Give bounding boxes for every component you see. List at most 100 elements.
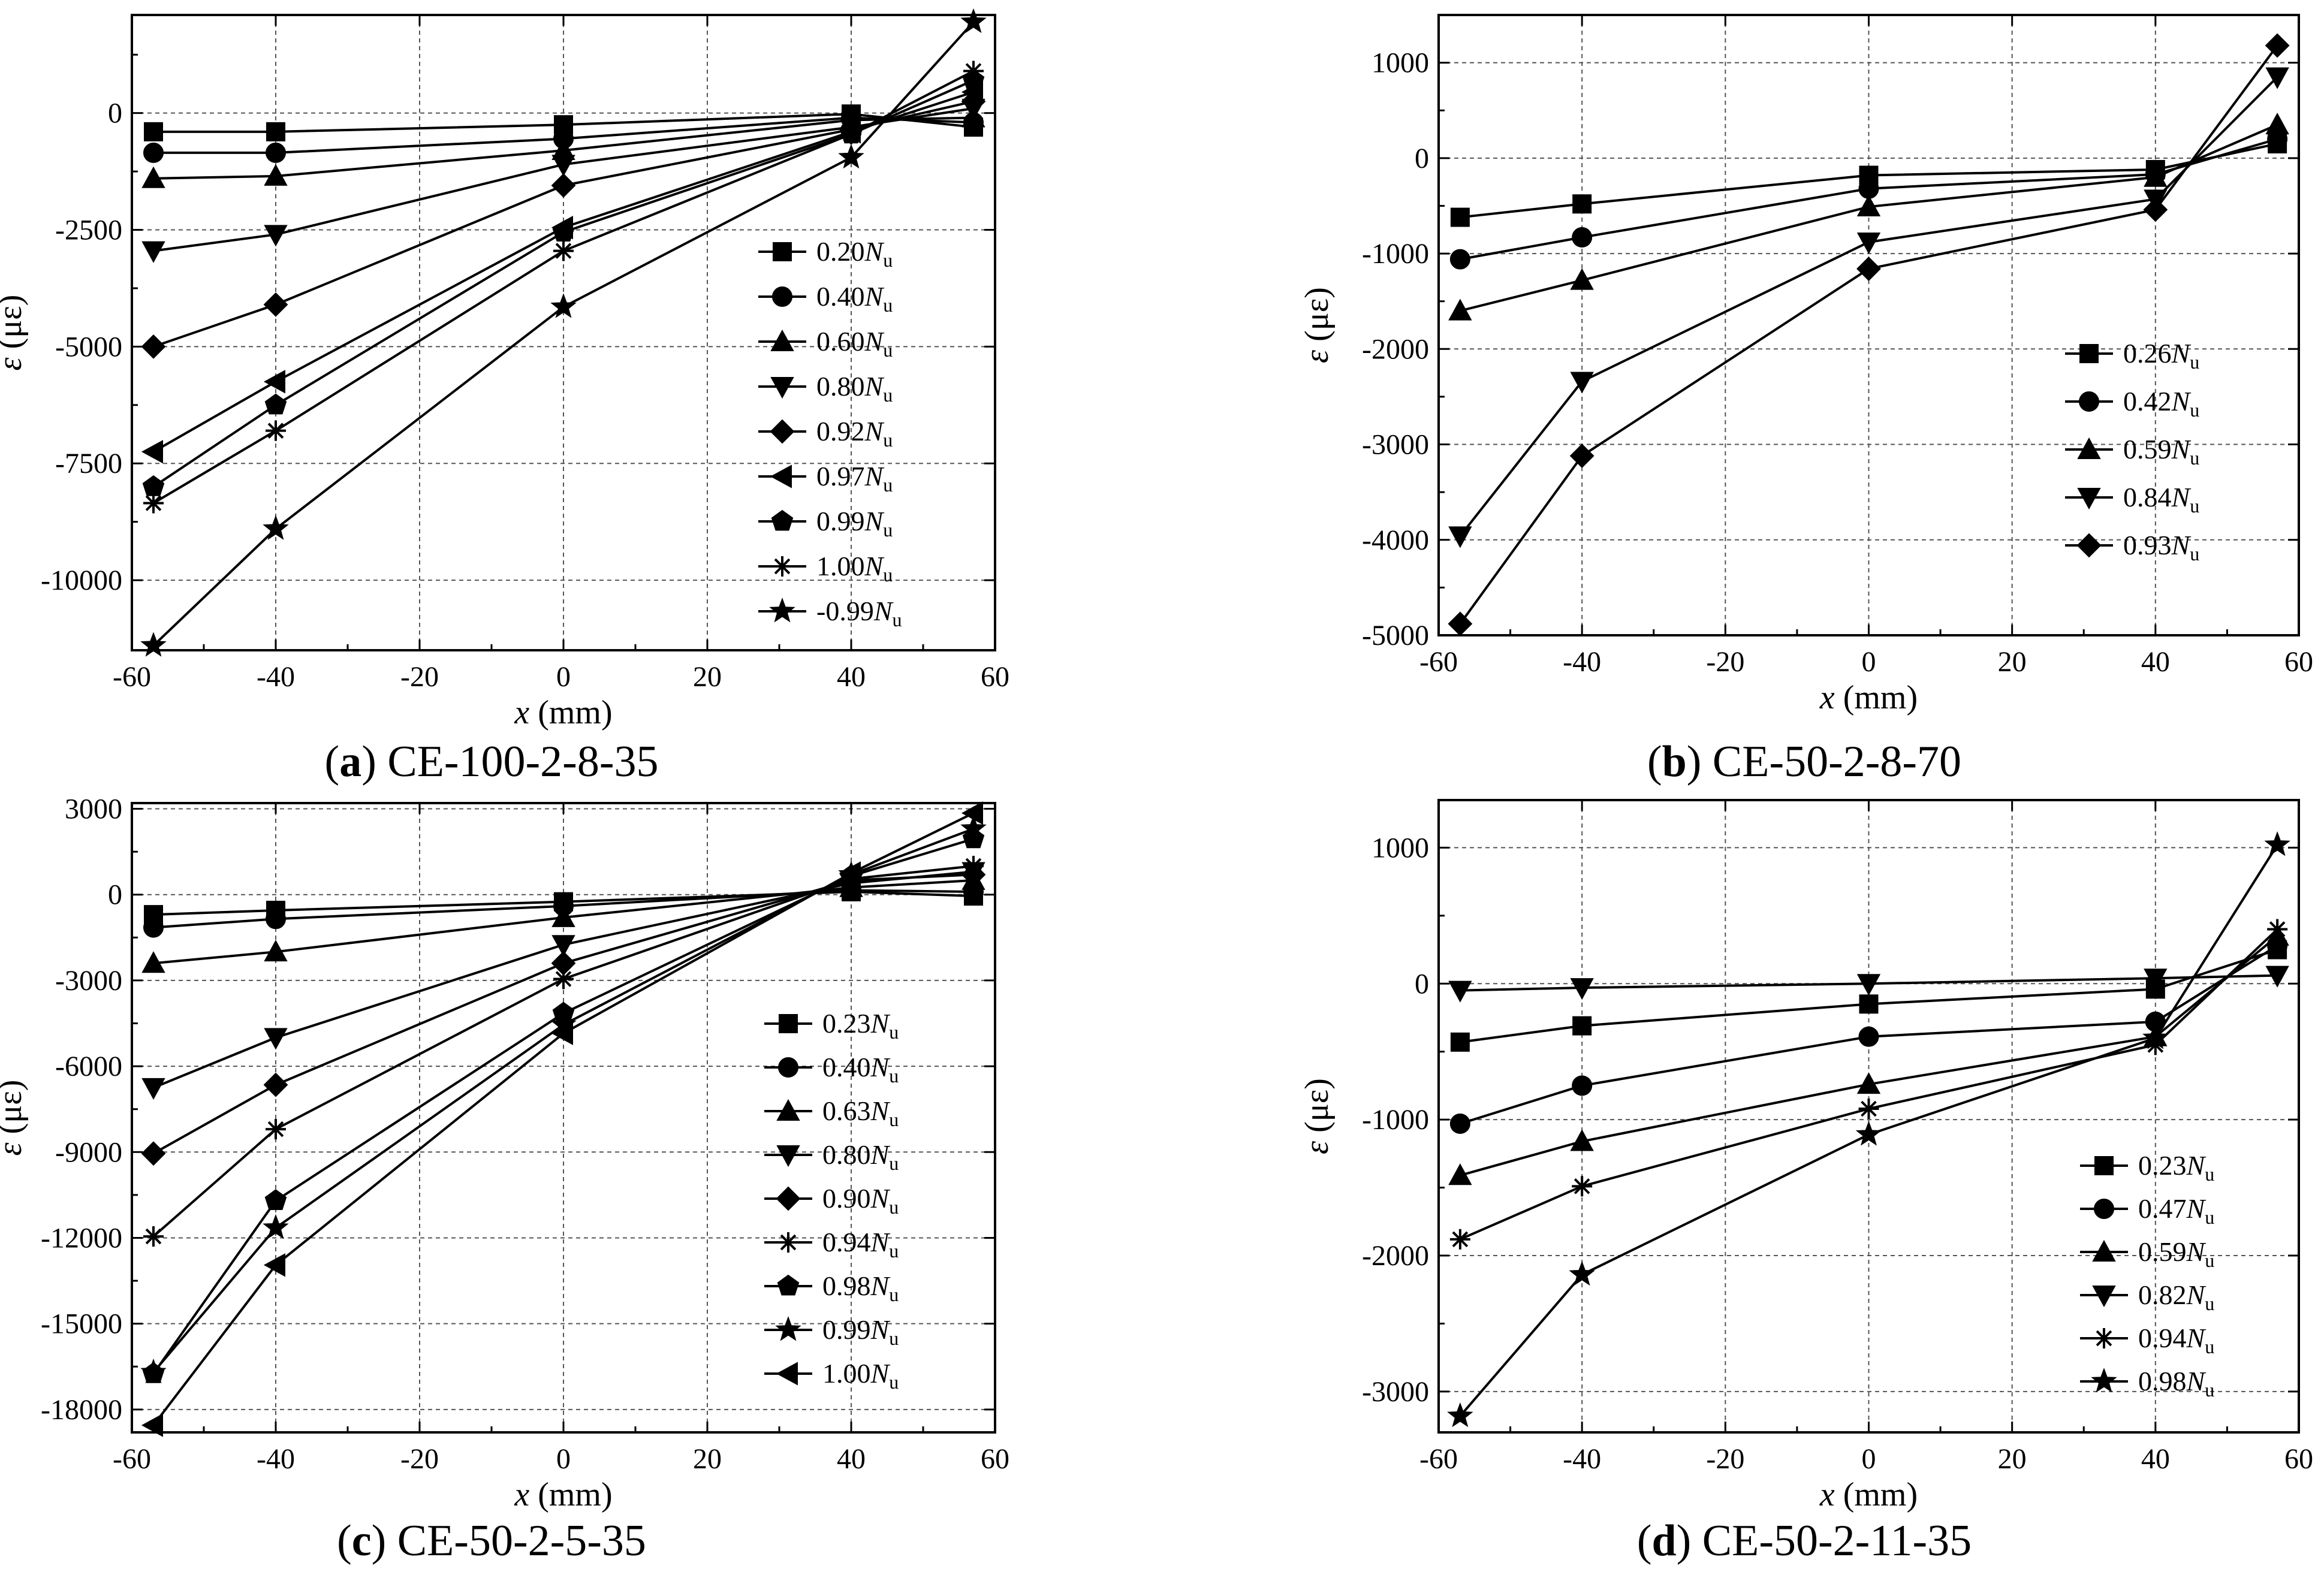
legend-item: 0.99Nu bbox=[758, 506, 893, 541]
data-point bbox=[1450, 207, 1470, 227]
legend-marker bbox=[2091, 1368, 2117, 1393]
x-tick-label: 60 bbox=[981, 661, 1009, 693]
legend-marker bbox=[2092, 1239, 2116, 1262]
x-axis-label: x (mm) bbox=[514, 1476, 612, 1513]
legend-label: -0.99Nu bbox=[816, 596, 902, 630]
y-tick-label: 1000 bbox=[1372, 832, 1429, 864]
legend-item: 0.20Nu bbox=[758, 236, 893, 271]
ticks bbox=[131, 803, 996, 1432]
data-point bbox=[1447, 1402, 1473, 1428]
legend-marker bbox=[776, 1145, 800, 1167]
data-point bbox=[1569, 1260, 1595, 1286]
data-point bbox=[141, 440, 163, 464]
y-tick-label: -4000 bbox=[1362, 524, 1429, 556]
data-point bbox=[551, 935, 575, 957]
y-tick-label: -12000 bbox=[41, 1222, 122, 1254]
legend-label: 0.26Nu bbox=[2123, 338, 2199, 373]
data-point bbox=[266, 142, 286, 163]
legend-label: 0.47Nu bbox=[2138, 1193, 2214, 1228]
legend-item: 0.40Nu bbox=[758, 281, 893, 316]
x-tick-label: -20 bbox=[1706, 646, 1744, 678]
legend-item: 0.99Nu bbox=[764, 1314, 899, 1349]
legend-item: 0.60Nu bbox=[758, 326, 893, 361]
data-point bbox=[551, 905, 575, 927]
data-point bbox=[141, 1078, 165, 1100]
legend-marker bbox=[770, 419, 795, 444]
y-tick-label: -7500 bbox=[55, 448, 122, 479]
legend-marker bbox=[2094, 1156, 2114, 1175]
data-point bbox=[141, 1141, 166, 1166]
legend-item: 0.59Nu bbox=[2065, 434, 2199, 469]
legend-label: 0.92Nu bbox=[816, 416, 893, 451]
data-point bbox=[839, 861, 861, 885]
legend-item: 0.94Nu bbox=[2080, 1323, 2214, 1357]
data-point bbox=[263, 370, 285, 394]
panel-caption: (a) CE-100-2-8-35 bbox=[325, 737, 659, 786]
x-tick-label: 20 bbox=[1998, 646, 2027, 678]
data-point bbox=[553, 240, 574, 261]
legend-marker bbox=[776, 1186, 801, 1211]
x-tick-label: -60 bbox=[113, 661, 151, 693]
x-tick-label: 60 bbox=[2284, 646, 2313, 678]
data-point bbox=[266, 122, 285, 141]
x-tick-label: -20 bbox=[1706, 1443, 1744, 1475]
legend-item: 0.94Nu bbox=[764, 1227, 899, 1262]
legend-marker bbox=[778, 1057, 798, 1078]
y-tick-label: 0 bbox=[1415, 143, 1429, 174]
y-tick-label: -15000 bbox=[41, 1308, 122, 1340]
legend-label: 0.84Nu bbox=[2123, 482, 2199, 517]
x-tick-label: -20 bbox=[400, 661, 439, 693]
series-0.94Nu bbox=[1449, 919, 2288, 1250]
y-tick-label: -3000 bbox=[1362, 429, 1429, 461]
legend-label: 0.82Nu bbox=[2138, 1280, 2214, 1314]
data-point bbox=[263, 515, 289, 540]
x-tick-label: 0 bbox=[1862, 646, 1876, 678]
data-point bbox=[2265, 965, 2289, 988]
data-point bbox=[1449, 249, 1470, 270]
data-point bbox=[263, 1253, 285, 1277]
legend-item: 0.80Nu bbox=[758, 371, 893, 406]
legend-item: 0.93Nu bbox=[2065, 530, 2199, 565]
legend-label: 0.20Nu bbox=[816, 236, 893, 271]
data-point bbox=[2144, 968, 2168, 991]
ticks bbox=[1437, 800, 2300, 1432]
legend-label: 0.99Nu bbox=[822, 1314, 899, 1349]
panel-caption: (b) CE-50-2-8-70 bbox=[1647, 737, 1961, 786]
panel-caption: (c) CE-50-2-5-35 bbox=[337, 1516, 646, 1565]
data-point bbox=[961, 801, 983, 825]
legend-label: 0.97Nu bbox=[816, 461, 893, 496]
x-tick-label: 40 bbox=[2141, 1443, 2170, 1475]
legend-label: 0.63Nu bbox=[822, 1096, 899, 1130]
x-axis-label: x (mm) bbox=[1819, 1476, 1918, 1513]
legend-marker bbox=[779, 1014, 798, 1033]
y-tick-label: 1000 bbox=[1372, 47, 1429, 79]
legend-marker bbox=[2076, 533, 2102, 558]
data-point bbox=[263, 1214, 289, 1239]
legend-item: 0.80Nu bbox=[764, 1139, 899, 1174]
y-axis-label: ε (με) bbox=[1298, 1078, 1336, 1154]
x-axis-label: x (mm) bbox=[1819, 679, 1918, 716]
x-tick-label: 20 bbox=[693, 1443, 722, 1475]
series-0.99Nu bbox=[140, 815, 987, 1384]
data-point bbox=[963, 856, 984, 876]
legend-item: -0.99Nu bbox=[758, 596, 902, 630]
legend-marker bbox=[2092, 1286, 2116, 1308]
legend-label: 0.59Nu bbox=[2138, 1236, 2214, 1271]
data-point bbox=[1448, 980, 1472, 1003]
x-tick-label: -40 bbox=[1563, 1443, 1601, 1475]
data-point bbox=[266, 420, 286, 441]
data-point bbox=[263, 292, 288, 317]
legend-label: 0.80Nu bbox=[822, 1139, 899, 1174]
data-point bbox=[1448, 1163, 1472, 1185]
chart-panel-d: -60 -40 -20 0 20 40 60 -3000 -2000 -1000 0 1000 x (m… bbox=[1298, 799, 2313, 1565]
y-tick-label: -2000 bbox=[1362, 333, 1429, 365]
chart-panel-c: -60 -40 -20 0 20 40 60 -18000 -15000 -12000 -9000 -… bbox=[0, 793, 1009, 1565]
legend-marker bbox=[778, 1232, 798, 1253]
data-point bbox=[1856, 194, 1881, 217]
legend-marker bbox=[2094, 1328, 2114, 1348]
x-tick-label: 0 bbox=[556, 1443, 571, 1475]
x-tick-label: 40 bbox=[2141, 646, 2170, 678]
x-tick-label: 0 bbox=[1862, 1443, 1876, 1475]
data-point bbox=[263, 1072, 288, 1097]
